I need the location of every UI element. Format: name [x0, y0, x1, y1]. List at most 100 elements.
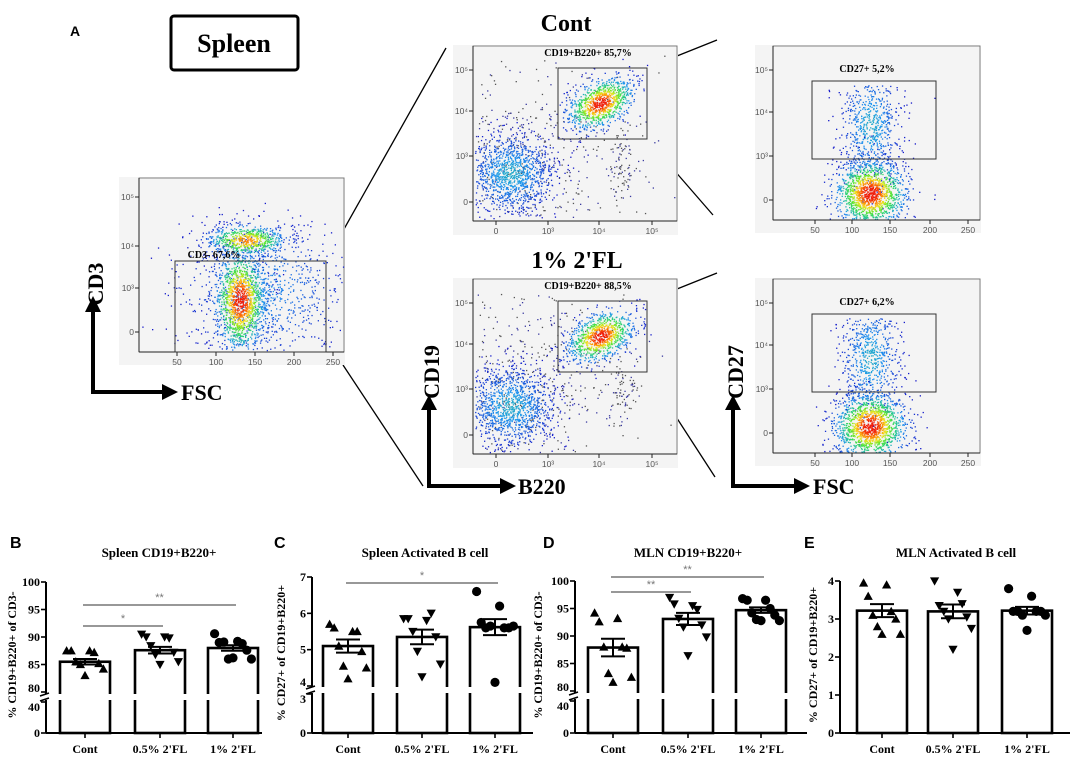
event-dot — [259, 317, 261, 319]
event-dot — [276, 320, 278, 322]
event-dot — [520, 205, 523, 207]
event-dot — [522, 181, 524, 184]
event-dot — [220, 251, 223, 254]
event-dot — [206, 251, 208, 253]
event-dot — [243, 324, 245, 326]
event-dot — [589, 109, 591, 111]
event-dot — [265, 323, 267, 325]
event-dot — [571, 152, 573, 154]
event-dot — [260, 334, 262, 336]
event-dot — [234, 335, 236, 337]
event-dot — [612, 101, 614, 103]
event-dot — [267, 253, 269, 255]
event-dot — [506, 193, 509, 195]
event-dot — [527, 207, 529, 209]
event-dot — [228, 303, 230, 306]
event-dot — [632, 79, 634, 81]
event-dot — [494, 146, 496, 149]
event-dot — [500, 131, 502, 133]
event-dot — [270, 291, 272, 293]
event-dot — [309, 271, 311, 273]
event-dot — [232, 303, 234, 306]
event-dot — [279, 240, 281, 243]
event-dot — [239, 269, 241, 271]
event-dot — [531, 168, 533, 170]
event-dot — [253, 257, 255, 260]
event-dot — [541, 178, 544, 180]
event-dot — [577, 110, 579, 112]
event-dot — [248, 329, 251, 331]
event-dot — [229, 317, 231, 319]
event-dot — [540, 214, 542, 216]
event-dot — [569, 171, 571, 174]
event-dot — [534, 203, 536, 206]
event-dot — [540, 108, 542, 111]
event-dot — [587, 122, 589, 124]
event-dot — [601, 89, 603, 91]
event-dot — [254, 305, 257, 307]
event-dot — [611, 78, 613, 80]
event-dot — [595, 135, 597, 137]
event-dot — [182, 263, 184, 266]
event-dot — [581, 126, 584, 128]
event-dot — [555, 67, 557, 69]
event-dot — [229, 242, 231, 244]
event-dot — [578, 193, 580, 195]
event-dot — [261, 324, 263, 326]
event-dot — [234, 228, 236, 230]
event-dot — [220, 227, 222, 230]
event-dot — [551, 152, 553, 154]
event-dot — [241, 305, 243, 307]
event-dot — [221, 264, 223, 267]
event-dot — [279, 300, 281, 302]
event-dot — [230, 335, 232, 337]
event-dot — [278, 255, 281, 257]
event-dot — [240, 231, 243, 233]
event-dot — [516, 178, 519, 180]
event-dot — [490, 215, 492, 217]
event-dot — [528, 159, 531, 161]
event-dot — [522, 203, 524, 205]
event-dot — [229, 320, 231, 322]
event-dot — [329, 289, 331, 291]
event-dot — [609, 91, 611, 93]
event-dot — [243, 279, 245, 281]
event-dot — [232, 286, 234, 288]
event-dot — [603, 91, 606, 93]
event-dot — [601, 84, 603, 86]
event-dot — [541, 182, 543, 184]
event-dot — [249, 320, 252, 322]
event-dot — [613, 100, 615, 102]
event-dot — [239, 238, 241, 240]
event-dot — [588, 112, 590, 115]
event-dot — [556, 194, 558, 196]
event-dot — [496, 174, 498, 176]
event-dot — [608, 88, 610, 91]
event-dot — [245, 276, 247, 278]
event-dot — [267, 255, 269, 257]
event-dot — [480, 149, 482, 151]
event-dot — [518, 170, 520, 172]
event-dot — [271, 314, 273, 316]
event-dot — [491, 165, 494, 167]
event-dot — [241, 327, 243, 329]
event-dot — [539, 176, 541, 178]
event-dot — [246, 265, 248, 268]
event-dot — [608, 79, 610, 81]
event-dot — [215, 274, 217, 276]
event-dot — [233, 296, 235, 298]
event-dot — [226, 269, 229, 271]
event-dot — [613, 113, 616, 116]
event-dot — [257, 329, 260, 331]
event-dot — [277, 226, 279, 229]
event-dot — [522, 179, 525, 181]
event-dot — [219, 277, 221, 279]
event-dot — [528, 150, 530, 152]
event-dot — [583, 156, 585, 158]
event-dot — [216, 253, 218, 256]
event-dot — [237, 290, 240, 293]
event-dot — [577, 116, 579, 118]
event-dot — [220, 291, 222, 293]
event-dot — [527, 213, 529, 215]
event-dot — [523, 166, 525, 168]
